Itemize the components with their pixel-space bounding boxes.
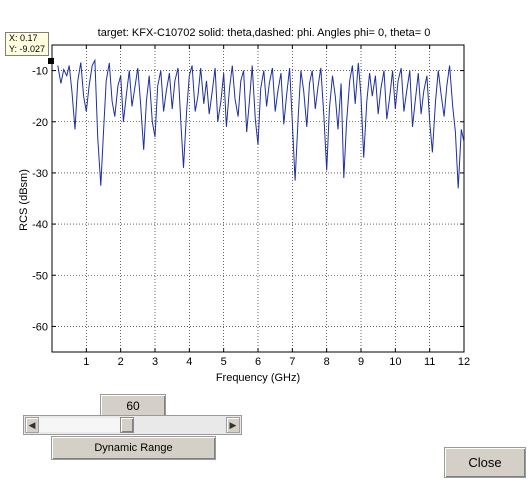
data-tip-y: Y: -9.027 bbox=[9, 44, 46, 54]
y-tick-label: -30 bbox=[32, 168, 48, 180]
x-tick-label: 2 bbox=[118, 356, 124, 368]
y-tick-label: -10 bbox=[32, 66, 48, 78]
y-axis-label: RCS (dBsm) bbox=[18, 169, 30, 231]
chart-title: target: KFX-C10702 solid: theta,dashed: … bbox=[98, 27, 431, 39]
slider-left-arrow-icon[interactable]: ◀ bbox=[25, 417, 39, 433]
x-tick-label: 5 bbox=[221, 356, 227, 368]
data-tip-marker[interactable] bbox=[48, 58, 54, 64]
data-tip-x: X: 0.17 bbox=[9, 33, 38, 43]
dynamic-range-button[interactable]: Dynamic Range bbox=[51, 436, 216, 460]
y-tick-label: -50 bbox=[32, 270, 48, 282]
x-tick-label: 9 bbox=[358, 356, 364, 368]
y-axis-ticks: -10 -20 -30 -40 -50 -60 bbox=[32, 66, 464, 333]
slider-thumb[interactable] bbox=[120, 417, 135, 433]
series-line bbox=[57, 58, 465, 189]
x-tick-label: 10 bbox=[389, 356, 401, 368]
y-tick-label: -20 bbox=[32, 117, 48, 129]
x-tick-label: 12 bbox=[458, 356, 470, 368]
slider-value-display: 60 bbox=[100, 394, 166, 418]
x-tick-label: 1 bbox=[83, 356, 89, 368]
y-tick-label: -40 bbox=[32, 219, 48, 231]
x-axis-label: Frequency (GHz) bbox=[216, 372, 300, 384]
dynamic-range-slider[interactable]: ◀ ▶ bbox=[23, 415, 242, 435]
x-tick-label: 3 bbox=[152, 356, 158, 368]
x-tick-label: 4 bbox=[186, 356, 192, 368]
rcs-plot: target: KFX-C10702 solid: theta,dashed: … bbox=[18, 27, 470, 384]
x-tick-label: 7 bbox=[289, 356, 295, 368]
close-button[interactable]: Close bbox=[444, 447, 526, 478]
slider-track-highlight bbox=[39, 418, 121, 432]
slider-right-arrow-icon[interactable]: ▶ bbox=[226, 417, 240, 433]
y-tick-label: -60 bbox=[32, 321, 48, 333]
x-axis-ticks: 1 2 3 4 5 6 7 8 9 10 11 12 bbox=[83, 45, 470, 368]
data-tip: X: 0.17 Y: -9.027 bbox=[5, 32, 49, 56]
x-tick-label: 8 bbox=[324, 356, 330, 368]
x-tick-label: 6 bbox=[255, 356, 261, 368]
x-tick-label: 11 bbox=[424, 356, 435, 368]
